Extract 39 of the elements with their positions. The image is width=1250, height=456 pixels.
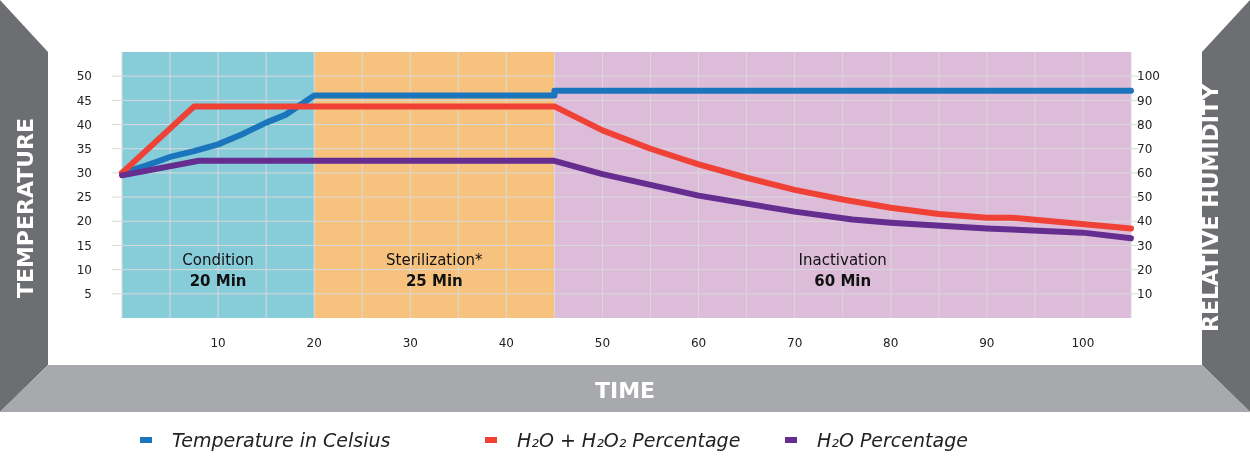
x-tick-label: 30 (402, 336, 418, 350)
band-label: Inactivation 60 Min (798, 251, 887, 290)
x-tick-label: 10 (210, 336, 226, 350)
y-tick-label: 5 (84, 287, 92, 302)
legend-label: H₂O + H₂O₂ Percentage (517, 428, 741, 451)
x-tick-label: 80 (883, 336, 899, 350)
y2-axis-title: RELATIVE HUMIDITY (1198, 82, 1223, 332)
x-tick-label: 50 (594, 336, 611, 350)
band-label: Condition 20 Min (182, 251, 254, 290)
y2-tick-label: 80 (1137, 117, 1153, 132)
y-axis-title: TEMPERATURE (13, 117, 38, 299)
legend-label: H₂O Percentage (817, 428, 968, 451)
x-tick-label: 40 (498, 336, 515, 350)
y2-tick-label: 100 (1137, 69, 1160, 84)
y-tick-label: 50 (76, 69, 92, 84)
y2-tick-label: 10 (1137, 287, 1153, 302)
x-tick-label: 60 (690, 336, 707, 350)
y-tick-label: 35 (76, 141, 92, 156)
x-tick-label: 70 (787, 336, 803, 350)
x-tick-label: 100 (1071, 336, 1095, 350)
x-axis-title: TIME (594, 378, 656, 403)
y-tick-label: 10 (76, 262, 92, 277)
y2-tick-label: 60 (1137, 166, 1153, 181)
y-tick-label: 15 (76, 238, 92, 253)
y2-tick-label: 20 (1137, 262, 1153, 277)
legend-label: Temperature in Celsius (172, 428, 391, 451)
y2-tick-label: 40 (1137, 214, 1153, 229)
band-label: Sterilization* 25 Min (386, 251, 484, 290)
x-tick-label: 90 (979, 336, 995, 350)
y2-tick-label: 70 (1137, 141, 1153, 156)
x-tick-label: 20 (306, 336, 322, 350)
y-tick-label: 25 (76, 190, 92, 205)
y-tick-label: 20 (76, 214, 92, 229)
y-tick-label: 40 (76, 117, 92, 132)
y2-tick-label: 30 (1137, 238, 1153, 253)
y-tick-label: 30 (76, 166, 92, 181)
y2-tick-label: 50 (1137, 190, 1153, 205)
y-tick-label: 45 (76, 93, 92, 108)
y2-tick-label: 90 (1137, 93, 1153, 108)
